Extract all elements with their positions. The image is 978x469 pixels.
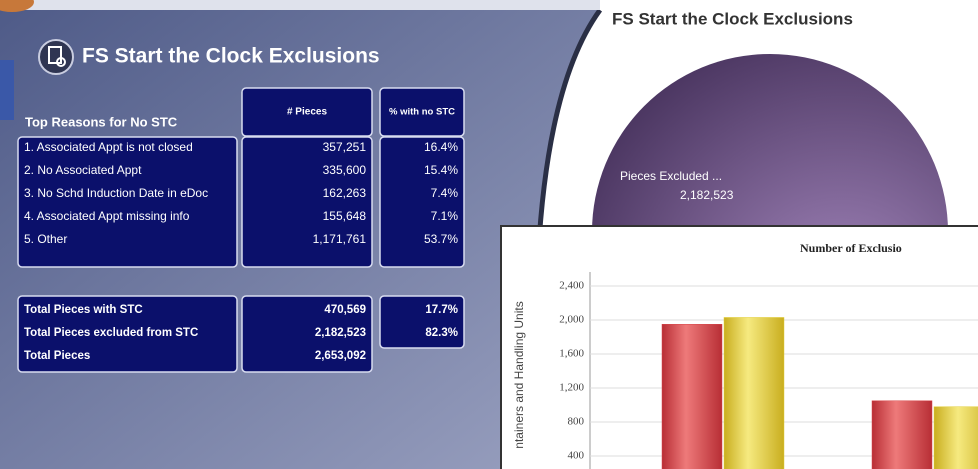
screen: FS Start the Clock Exclusions Top Reason… [0, 0, 978, 469]
bar-chart: Number of Exclusio ntainers and Handling … [501, 226, 978, 469]
y-tick-label: 800 [568, 416, 585, 428]
decoration [0, 60, 14, 120]
row-pieces: 162,263 [323, 186, 367, 200]
row-pieces: 1,171,761 [313, 232, 367, 246]
y-tick-label: 1,200 [559, 382, 584, 394]
total-pieces: 2,182,523 [315, 327, 366, 339]
total-percent: 82.3% [425, 327, 458, 339]
chart-title: FS Start the Clock Exclusions [612, 9, 853, 28]
total-pieces: 2,653,092 [315, 350, 366, 362]
row-label: 2. No Associated Appt [24, 163, 142, 177]
table-header: # Pieces [287, 107, 327, 118]
row-percent: 7.4% [431, 186, 459, 200]
row-percent: 7.1% [431, 209, 459, 223]
row-percent: 16.4% [424, 140, 458, 154]
row-percent: 53.7% [424, 232, 458, 246]
row-percent: 15.4% [424, 163, 458, 177]
table-header: Top Reasons for No STC [25, 114, 178, 129]
y-tick-label: 2,000 [559, 314, 584, 326]
row-pieces: 357,251 [323, 140, 367, 154]
row-label: 5. Other [24, 232, 67, 246]
top-strip [0, 0, 600, 10]
icon [39, 40, 73, 74]
total-label: Total Pieces excluded from STC [24, 327, 198, 339]
bar [724, 317, 784, 469]
y-tick-label: 1,600 [559, 348, 584, 360]
slice-label: Pieces Excluded ... [620, 169, 722, 183]
slice-value: 2,182,523 [680, 188, 734, 202]
bar [662, 324, 722, 469]
y-tick-label: 2,400 [559, 280, 584, 292]
panel-title: FS Start the Clock Exclusions [82, 45, 380, 68]
y-tick-label: 400 [568, 450, 585, 462]
total-label: Total Pieces with STC [24, 304, 143, 316]
bar [934, 407, 978, 469]
table-box [242, 137, 372, 267]
table-box [18, 137, 237, 267]
row-label: 4. Associated Appt missing info [24, 209, 190, 223]
total-pieces: 470,569 [324, 304, 366, 316]
total-percent: 17.7% [425, 304, 458, 316]
table-header: % with no STC [389, 107, 455, 118]
y-axis-label: ntainers and Handling Units [512, 301, 526, 448]
row-label: 1. Associated Appt is not closed [24, 140, 193, 154]
chart-title: Number of Exclusio [800, 241, 902, 255]
row-pieces: 155,648 [323, 209, 367, 223]
row-label: 3. No Schd Induction Date in eDoc [24, 186, 208, 200]
row-pieces: 335,600 [323, 163, 367, 177]
total-label: Total Pieces [24, 350, 90, 362]
table-box [380, 137, 464, 267]
bar [872, 401, 932, 469]
